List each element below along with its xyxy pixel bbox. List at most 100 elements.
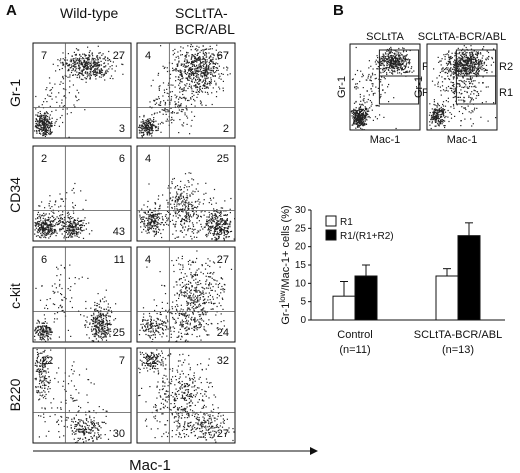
flow-event-dot: [186, 428, 188, 430]
flow-event-dot: [61, 287, 63, 290]
flow-event-dot: [174, 306, 176, 308]
flow-event-dot: [49, 388, 51, 390]
flow-event-dot: [83, 225, 85, 227]
flow-event-dot: [204, 329, 206, 331]
flow-event-dot: [186, 195, 188, 197]
flow-event-dot: [149, 106, 151, 108]
flow-event-dot: [39, 124, 41, 126]
flow-event-dot: [190, 429, 192, 431]
flow-event-dot: [212, 273, 214, 275]
flow-event-dot: [96, 305, 98, 307]
flow-event-dot: [170, 378, 172, 380]
flow-event-dot: [54, 291, 56, 293]
flow-event-dot: [190, 103, 193, 105]
flow-event-dot: [81, 276, 83, 278]
flow-event-dot: [37, 115, 39, 117]
flow-event-dot: [182, 361, 185, 364]
flow-event-dot: [188, 280, 190, 282]
flow-event-dot: [196, 299, 199, 302]
flow-event-dot: [58, 431, 60, 433]
flow-event-dot: [34, 233, 36, 235]
flow-event-dot: [45, 129, 47, 131]
flow-event-dot: [194, 73, 196, 75]
flow-event-dot: [44, 132, 46, 134]
flow-event-dot: [156, 223, 158, 225]
flow-event-dot: [42, 124, 44, 126]
flow-event-dot: [71, 418, 73, 420]
flow-event-dot: [61, 67, 63, 70]
flow-event-dot: [157, 360, 159, 362]
flow-event-dot: [210, 302, 213, 304]
flow-event-dot: [150, 119, 152, 121]
flow-event-dot: [214, 216, 216, 218]
flow-event-dot: [63, 311, 65, 313]
flow-event-dot: [192, 232, 195, 234]
flow-event-dot: [180, 180, 182, 182]
flow-event-dot: [84, 72, 87, 74]
flow-event-dot: [177, 112, 179, 114]
flow-event-dot: [186, 389, 188, 391]
flow-event-dot: [152, 330, 154, 332]
flow-event-dot: [191, 261, 193, 263]
flow-event-dot: [209, 299, 211, 301]
flow-event-dot: [49, 114, 51, 116]
flow-event-dot: [97, 422, 99, 424]
flow-event-dot: [147, 229, 149, 232]
flow-event-dot: [88, 51, 90, 54]
flow-event-dot: [43, 363, 45, 365]
flow-event-dot: [186, 275, 188, 277]
flow-event-dot: [159, 355, 161, 357]
flow-event-dot: [44, 219, 46, 221]
flow-event-dot: [40, 128, 42, 131]
flow-event-dot: [171, 392, 174, 394]
flow-event-dot: [205, 87, 208, 89]
flow-event-dot: [217, 284, 219, 286]
flow-event-dot: [176, 309, 178, 311]
flow-event-dot: [183, 295, 185, 297]
flow-event-dot: [185, 330, 187, 332]
flow-event-dot: [41, 336, 43, 338]
flow-event-dot: [92, 440, 94, 442]
flow-event-dot: [197, 401, 199, 403]
flow-event-dot: [175, 320, 177, 322]
flow-event-dot: [42, 366, 44, 368]
flow-event-dot: [148, 228, 150, 230]
flow-event-dot: [209, 229, 211, 231]
flow-event-dot: [143, 133, 145, 135]
flow-event-dot: [189, 322, 191, 324]
flow-event-dot: [216, 238, 218, 240]
flow-event-dot: [73, 64, 75, 66]
flow-event-dot: [83, 431, 85, 433]
flow-event-dot: [206, 68, 208, 70]
flow-event-dot: [75, 225, 77, 227]
flow-event-dot: [83, 58, 85, 60]
flow-event-dot: [191, 68, 193, 70]
flow-event-dot: [147, 227, 149, 229]
flow-event-dot: [98, 436, 100, 438]
flow-event-dot: [208, 382, 211, 384]
flow-event-dot: [168, 185, 170, 187]
flow-event-dot: [205, 233, 207, 236]
flow-event-dot: [93, 312, 95, 314]
flow-event-dot: [147, 224, 149, 226]
flow-event-dot: [173, 52, 176, 54]
flow-event-dot: [110, 60, 112, 62]
flow-event-dot: [72, 373, 74, 375]
flow-event-dot: [154, 233, 156, 236]
flow-event-dot: [102, 327, 104, 329]
flow-event-dot: [81, 230, 83, 232]
flow-event-dot: [149, 213, 151, 215]
flow-event-dot: [67, 233, 69, 235]
flow-event-dot: [77, 422, 79, 424]
flow-event-dot: [167, 111, 169, 113]
flow-plot-2-1: 2 643: [32, 145, 132, 242]
flow-event-dot: [164, 215, 167, 217]
flow-event-dot: [46, 131, 48, 133]
flow-event-dot: [217, 216, 219, 218]
flow-event-dot: [199, 430, 201, 432]
flow-event-dot: [198, 80, 200, 83]
flow-event-dot: [53, 321, 55, 323]
flow-event-dot: [42, 220, 44, 222]
flow-event-dot: [218, 65, 220, 67]
flow-event-dot: [43, 229, 45, 231]
